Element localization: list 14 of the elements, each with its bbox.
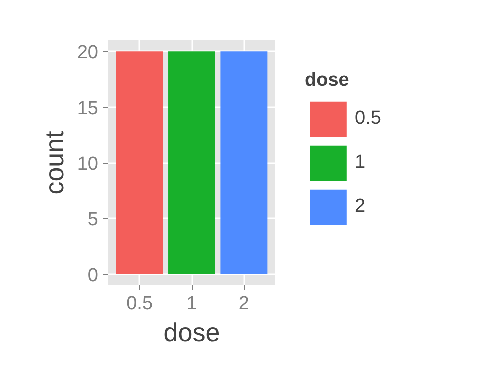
x-tick-label: 1 <box>186 294 198 314</box>
legend-label: 1 <box>355 152 367 174</box>
x-tick-label: 0.5 <box>126 294 154 314</box>
y-tick-label: 20 <box>77 42 99 64</box>
legend-label: 0.5 <box>355 108 382 130</box>
y-tick-label: 15 <box>77 98 99 120</box>
legend-label: 2 <box>355 196 367 218</box>
x-axis-title: dose <box>164 318 220 348</box>
y-tick-label: 5 <box>88 210 99 231</box>
y-tick-label: 0 <box>88 265 99 286</box>
x-tick-label: 2 <box>238 294 250 314</box>
y-axis-title: count <box>39 130 70 195</box>
legend-title: dose <box>305 70 350 92</box>
y-tick-label: 10 <box>77 154 99 175</box>
